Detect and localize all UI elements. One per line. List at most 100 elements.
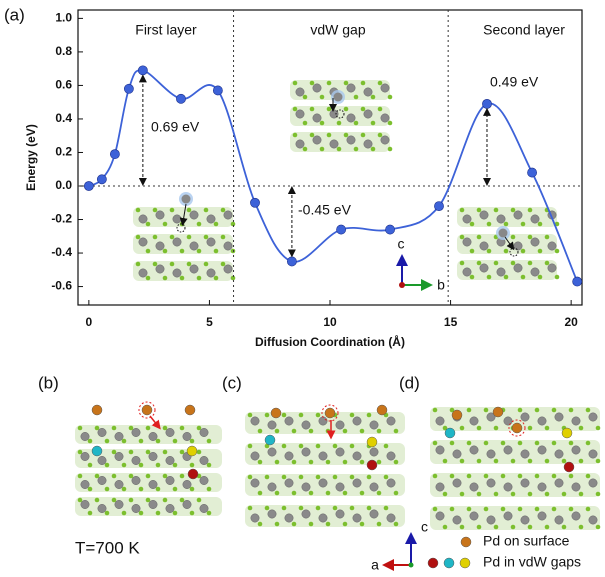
atom	[77, 497, 83, 503]
atom	[196, 275, 202, 281]
atom	[131, 428, 141, 437]
atom	[352, 513, 362, 523]
atom	[138, 237, 148, 247]
atom	[483, 440, 489, 446]
atom	[496, 214, 506, 224]
atom	[393, 428, 399, 434]
atom	[547, 263, 557, 273]
atom	[301, 447, 311, 457]
atom	[128, 473, 134, 479]
pd-atom	[264, 434, 276, 446]
atom	[479, 241, 489, 251]
atom	[292, 106, 298, 112]
pd-atom	[492, 406, 504, 418]
atom	[554, 248, 560, 254]
atom	[578, 458, 584, 464]
atom	[302, 146, 308, 152]
atom	[94, 497, 100, 503]
atom	[496, 267, 506, 277]
atom	[476, 260, 482, 266]
atom	[343, 132, 349, 138]
atom	[94, 425, 100, 431]
atom	[554, 478, 564, 488]
atom	[435, 482, 445, 492]
atom	[369, 420, 379, 430]
pd-atom	[270, 407, 282, 419]
x-tick-label: 15	[444, 315, 458, 329]
atom	[179, 275, 185, 281]
atom	[588, 449, 598, 459]
atom	[510, 524, 516, 530]
axis-label: b	[437, 277, 445, 293]
atom	[325, 428, 331, 434]
atom	[274, 490, 280, 496]
atom	[295, 109, 305, 119]
atom	[435, 511, 445, 521]
atom	[165, 428, 175, 437]
x-tick-label: 5	[206, 315, 213, 329]
pd-atom	[561, 427, 573, 439]
x-tick-label: 10	[323, 315, 337, 329]
atom	[111, 473, 117, 479]
atom	[155, 462, 161, 468]
atom	[500, 506, 506, 512]
atom	[554, 515, 564, 525]
atom	[325, 459, 331, 465]
atom	[335, 482, 345, 492]
pd-atom	[187, 468, 199, 480]
atom	[326, 80, 332, 86]
atom	[148, 500, 158, 509]
atom	[476, 524, 482, 530]
atom	[585, 506, 591, 512]
atom	[370, 94, 376, 100]
atom	[162, 221, 168, 227]
atom	[595, 491, 601, 497]
atom	[459, 458, 465, 464]
atom	[131, 504, 141, 513]
atom	[537, 221, 543, 227]
energy-point	[434, 201, 444, 212]
atom	[336, 146, 342, 152]
atom	[353, 120, 359, 126]
atom	[449, 473, 455, 479]
atom	[206, 462, 212, 468]
atom	[97, 476, 107, 485]
atom	[432, 407, 438, 413]
atom	[135, 234, 141, 240]
atom	[369, 509, 379, 519]
temperature: T=700 K	[75, 538, 140, 557]
atom	[172, 510, 178, 516]
pd-atom	[451, 409, 463, 421]
atom	[547, 241, 557, 251]
atom	[319, 120, 325, 126]
atom	[121, 438, 127, 444]
atom	[145, 473, 151, 479]
atom	[326, 132, 332, 138]
atom	[264, 412, 270, 418]
atom	[500, 440, 506, 446]
energy-point	[96, 174, 107, 185]
legend-label: Pd in vdW gaps	[483, 554, 581, 570]
pd-atom	[459, 557, 471, 569]
vacancy	[509, 247, 519, 257]
atom	[476, 458, 482, 464]
atom	[315, 443, 321, 449]
atom	[206, 510, 212, 516]
frame	[77, 9, 583, 306]
atom	[274, 428, 280, 434]
atom	[199, 476, 209, 485]
atom	[199, 504, 209, 513]
atom	[145, 221, 151, 227]
atom	[189, 438, 195, 444]
atom	[527, 425, 533, 431]
atom	[281, 505, 287, 511]
atom	[537, 511, 547, 521]
atom	[247, 412, 253, 418]
atom	[111, 425, 117, 431]
atom	[308, 428, 314, 434]
atom	[172, 214, 182, 224]
atom	[537, 445, 547, 455]
atom	[517, 407, 523, 413]
atom	[336, 120, 342, 126]
axis-label: a	[371, 557, 379, 573]
